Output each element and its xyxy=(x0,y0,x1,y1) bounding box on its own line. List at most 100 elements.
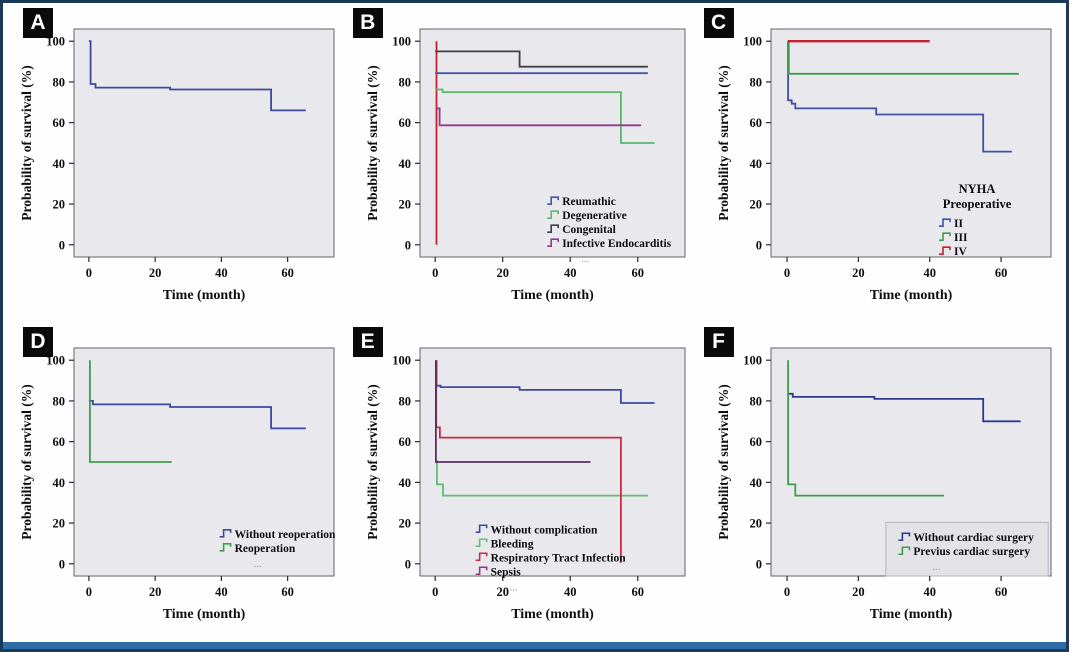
x-tick-label: 20 xyxy=(149,266,162,280)
survival-plot-svg: 0 20 40 60 0 20 40 60 80 100 Time (month) Probabili… xyxy=(19,347,336,622)
x-tick-label: 20 xyxy=(852,585,865,599)
legend-item-label: Respiratory Tract Infection xyxy=(490,552,626,564)
x-axis-label: Time (month) xyxy=(869,607,952,622)
y-axis-label: Probability of survival (%) xyxy=(716,384,731,539)
y-tick-label: 100 xyxy=(743,35,762,49)
y-tick-label: 20 xyxy=(53,516,66,530)
legend-step-icon xyxy=(897,531,910,541)
survival-plot-svg: 0 20 40 60 0 20 40 60 80 100 Time (month) Probabili… xyxy=(365,347,686,622)
series-previus-cardiac-surgery xyxy=(786,359,944,496)
x-tick-label: 40 xyxy=(923,266,936,280)
legend-item-label: III xyxy=(954,232,968,244)
legend-step-icon xyxy=(938,232,951,241)
y-tick-label: 40 xyxy=(749,157,762,171)
panel-f: F 0 20 40 60 0 20 40 60 80 100 Time (month) Probabi… xyxy=(700,322,1066,641)
x-tick-label: 40 xyxy=(564,585,577,599)
legend-step-icon xyxy=(938,218,951,227)
survival-chart-c: 0 20 40 60 0 20 40 60 80 100 Time (month) Probabili… xyxy=(714,13,1064,317)
y-tick-label: 0 xyxy=(59,557,65,571)
y-tick-label: 20 xyxy=(749,198,762,212)
legend-item-label: Without reoperation xyxy=(235,528,336,540)
series-congenital xyxy=(434,50,648,68)
legend-step-icon xyxy=(546,238,559,247)
y-tick-label: 0 xyxy=(755,238,761,252)
x-tick-label: 20 xyxy=(852,266,865,280)
legend-step-icon xyxy=(938,246,951,255)
y-tick-label: 80 xyxy=(398,75,411,89)
panel-label-d: D xyxy=(23,326,53,357)
x-axis-label: Time (month) xyxy=(511,607,594,622)
survival-chart-b: 0 20 40 60 0 20 40 60 80 100 Time (month) Probabili… xyxy=(363,13,698,317)
survival-chart-d: 0 20 40 60 0 20 40 60 80 100 Time (month) Probabili… xyxy=(17,332,347,636)
y-tick-label: 100 xyxy=(46,35,65,49)
legend-step-icon xyxy=(897,545,910,555)
panel-a: A 0 20 40 60 0 20 40 60 80 100 Time (month) Probabi… xyxy=(3,3,349,322)
series-bleeding xyxy=(435,459,648,496)
panel-d: D 0 20 40 60 0 20 40 60 80 100 Time (month) Probabi… xyxy=(3,322,349,641)
x-tick-label: 60 xyxy=(281,266,294,280)
legend-step-icon xyxy=(475,565,488,575)
y-tick-label: 40 xyxy=(53,157,66,171)
x-tick-label: 20 xyxy=(149,585,162,599)
legend-ellipsis: ... xyxy=(509,581,518,593)
x-tick-label: 60 xyxy=(631,266,644,280)
legend-item-label: Bleeding xyxy=(490,538,533,550)
y-tick-label: 20 xyxy=(398,516,411,530)
panel-c: C 0 20 40 60 0 20 40 60 80 100 Time (month) Probabi… xyxy=(700,3,1066,322)
legend-ellipsis: ... xyxy=(932,561,941,573)
y-axis-label: Probability of survival (%) xyxy=(19,384,34,539)
survival-plot-svg: 0 20 40 60 0 20 40 60 80 100 Time (month) Probabili… xyxy=(19,28,335,303)
panel-e: E 0 20 40 60 0 20 40 60 80 100 Time (month) Probabi… xyxy=(349,322,700,641)
series-without-reoperation xyxy=(88,399,306,429)
legend-step-icon xyxy=(546,196,559,205)
y-tick-label: 40 xyxy=(398,157,411,171)
survival-chart-a: 0 20 40 60 0 20 40 60 80 100 Time (month) Probabili… xyxy=(17,13,347,317)
y-tick-label: 80 xyxy=(53,394,66,408)
legend-item-label: IV xyxy=(954,246,967,258)
survival-plot-svg: 0 20 40 60 0 20 40 60 80 100 Time (month) Probabili… xyxy=(716,28,1052,303)
legend-item-label: Without complication xyxy=(490,524,597,536)
y-tick-label: 40 xyxy=(398,475,411,489)
y-tick-label: 100 xyxy=(392,35,411,49)
legend-item-label: Infective Endocarditis xyxy=(562,238,671,250)
y-tick-label: 60 xyxy=(749,116,762,130)
legend-step-icon xyxy=(546,210,559,219)
series-sepsis xyxy=(434,359,591,463)
panel-b: B 0 20 40 60 0 20 40 60 80 100 Time (month) Probabi… xyxy=(349,3,700,322)
x-tick-label: 60 xyxy=(994,585,1007,599)
series-infective-endocarditis xyxy=(436,107,641,127)
y-tick-label: 0 xyxy=(755,557,761,571)
legend-item-label: Sepsis xyxy=(490,566,521,578)
panel-label-c: C xyxy=(703,8,734,38)
series-ii xyxy=(786,41,1012,153)
y-tick-label: 80 xyxy=(749,75,762,89)
x-tick-label: 40 xyxy=(215,266,228,280)
y-tick-label: 40 xyxy=(53,475,66,489)
survival-chart-f: 0 20 40 60 0 20 40 60 80 100 Time (month) Probabili… xyxy=(714,332,1064,636)
x-tick-label: 0 xyxy=(783,585,789,599)
y-tick-label: 100 xyxy=(46,353,65,367)
y-axis-label: Probability of survival (%) xyxy=(365,65,380,220)
plot-area xyxy=(770,28,1052,258)
series-without-cardiac-surgery xyxy=(788,392,1021,422)
x-tick-label: 20 xyxy=(496,585,509,599)
series-without-complication xyxy=(435,359,655,404)
x-tick-label: 0 xyxy=(86,585,92,599)
survival-plot-svg: 0 20 40 60 0 20 40 60 80 100 Time (month) Probabili… xyxy=(716,347,1052,622)
legend-step-icon xyxy=(546,224,559,233)
x-axis-label: Time (month) xyxy=(511,288,594,303)
legend-box xyxy=(884,521,1049,576)
plot-area xyxy=(73,28,335,258)
bottom-accent-band xyxy=(3,642,1066,649)
panel-label-e: E xyxy=(352,326,383,357)
y-tick-label: 80 xyxy=(749,394,762,408)
legend-item-label: Congenital xyxy=(562,224,616,236)
y-tick-label: 60 xyxy=(398,435,411,449)
x-tick-label: 0 xyxy=(432,266,438,280)
y-tick-label: 60 xyxy=(53,435,66,449)
x-tick-label: 0 xyxy=(432,585,438,599)
panel-label-f: F xyxy=(703,326,734,357)
legend-item-label: II xyxy=(954,218,963,230)
y-axis-label: Probability of survival (%) xyxy=(716,65,731,220)
legend-item-label: Previus cardiac surgery xyxy=(913,546,1030,558)
